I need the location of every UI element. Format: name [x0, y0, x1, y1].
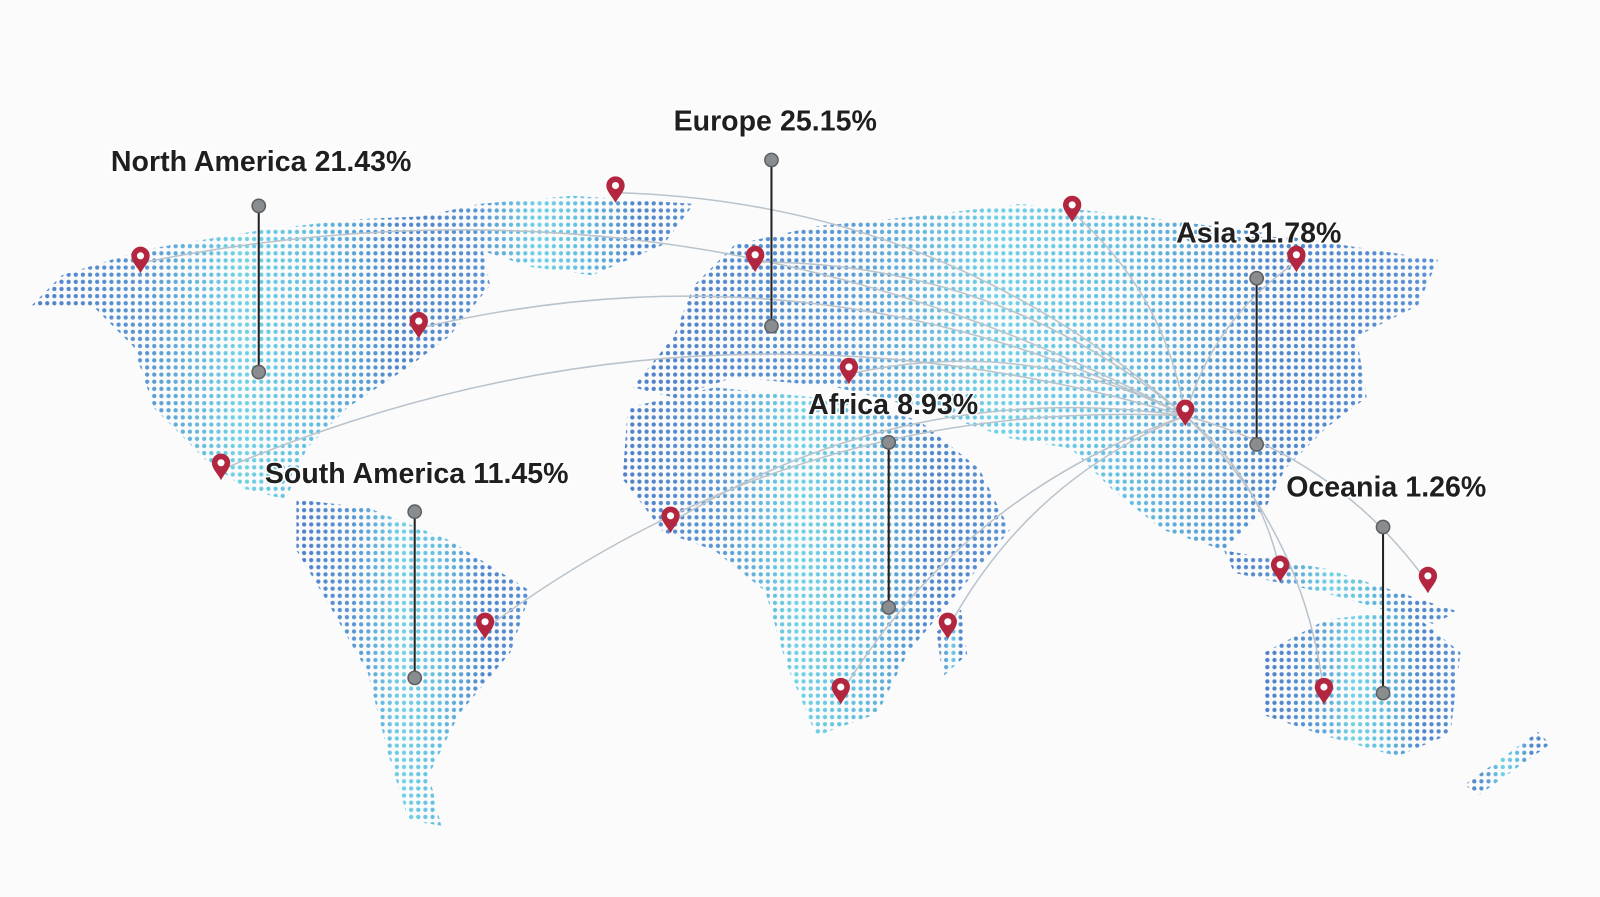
- route: [947, 415, 1186, 630]
- land: [632, 203, 1439, 551]
- region-label: North America 21.43%: [111, 146, 411, 178]
- leader-dot: [251, 364, 267, 380]
- pin-dot: [481, 618, 489, 626]
- pin: [131, 246, 150, 274]
- pin: [1176, 399, 1195, 427]
- land: [1464, 731, 1551, 796]
- region-share: 25.15%: [780, 105, 877, 137]
- pin-dot: [136, 252, 145, 260]
- pin: [475, 612, 495, 640]
- route: [1185, 415, 1429, 584]
- region-name: South America: [265, 458, 466, 490]
- pin-dot: [611, 181, 620, 190]
- route: [848, 360, 1186, 417]
- pin-dot: [1424, 572, 1432, 580]
- leader-dot: [1375, 519, 1391, 535]
- region-share: 21.43%: [315, 146, 412, 178]
- continents: [31, 195, 1551, 826]
- land: [1264, 609, 1461, 757]
- route: [1184, 415, 1325, 695]
- leader-dot: [1249, 437, 1265, 452]
- region-name: Asia: [1176, 218, 1237, 250]
- leader-dot: [407, 670, 423, 686]
- route: [1184, 261, 1297, 417]
- region-label: South America 11.45%: [265, 458, 569, 490]
- route: [1071, 211, 1187, 417]
- land: [1224, 550, 1459, 624]
- pin: [1062, 195, 1082, 223]
- land: [622, 387, 1010, 736]
- pin: [1314, 677, 1334, 705]
- region-label: Oceania 1.26%: [1286, 471, 1486, 503]
- leader-dot: [764, 318, 779, 334]
- pin-dot: [666, 512, 675, 520]
- pin-dot: [751, 251, 759, 259]
- pins: [131, 176, 1438, 705]
- pin: [1270, 555, 1290, 583]
- pin: [1287, 245, 1306, 273]
- pin-dot: [1292, 251, 1300, 259]
- pin-dot: [944, 618, 952, 626]
- pin: [606, 176, 625, 203]
- pin-dot: [1181, 405, 1189, 413]
- region-label: Asia 31.78%: [1176, 218, 1341, 250]
- pin-dot: [217, 459, 225, 467]
- region-share: 11.45%: [473, 458, 568, 490]
- leader-dot: [881, 600, 897, 615]
- pin: [661, 506, 680, 534]
- routes: [140, 191, 1429, 695]
- pin-dot: [1320, 683, 1328, 691]
- leader-dot: [251, 198, 267, 214]
- pin: [745, 245, 765, 273]
- leader-dot: [1249, 270, 1265, 286]
- pin-dot: [415, 317, 423, 325]
- route: [755, 261, 1186, 417]
- pin-dot: [837, 683, 845, 691]
- pin: [409, 311, 428, 339]
- pin-dot: [1276, 561, 1284, 569]
- pin-dot: [845, 363, 853, 371]
- route: [418, 295, 1186, 417]
- land: [408, 195, 694, 276]
- region-label: Europe 25.15%: [674, 105, 877, 137]
- leader-dot: [881, 434, 897, 450]
- pin: [938, 612, 957, 640]
- leader-dot: [1375, 685, 1391, 701]
- region-share: 1.26%: [1405, 471, 1486, 503]
- pin: [1418, 566, 1438, 594]
- region-name: North America: [111, 146, 308, 178]
- route: [484, 413, 1186, 630]
- land: [31, 216, 491, 500]
- route: [670, 406, 1186, 524]
- pin-dot: [1068, 201, 1076, 209]
- route: [140, 229, 1186, 417]
- region-markers: North America 21.43% Europe 25.15% Asia 31.78…: [109, 104, 1488, 701]
- region-name: Oceania: [1286, 471, 1398, 503]
- route: [220, 353, 1186, 471]
- region-share: 8.93%: [897, 389, 978, 421]
- leader-dot: [407, 504, 423, 520]
- pin: [839, 357, 859, 385]
- route: [840, 415, 1186, 695]
- pin: [211, 453, 231, 481]
- region-name: Africa: [808, 389, 890, 421]
- region-share: 31.78%: [1245, 218, 1342, 250]
- leader-dot: [764, 152, 779, 168]
- pin: [831, 677, 850, 705]
- region-label: Africa 8.93%: [808, 389, 978, 421]
- route: [615, 191, 1186, 417]
- region-name: Europe: [674, 105, 772, 137]
- route: [1184, 415, 1281, 572]
